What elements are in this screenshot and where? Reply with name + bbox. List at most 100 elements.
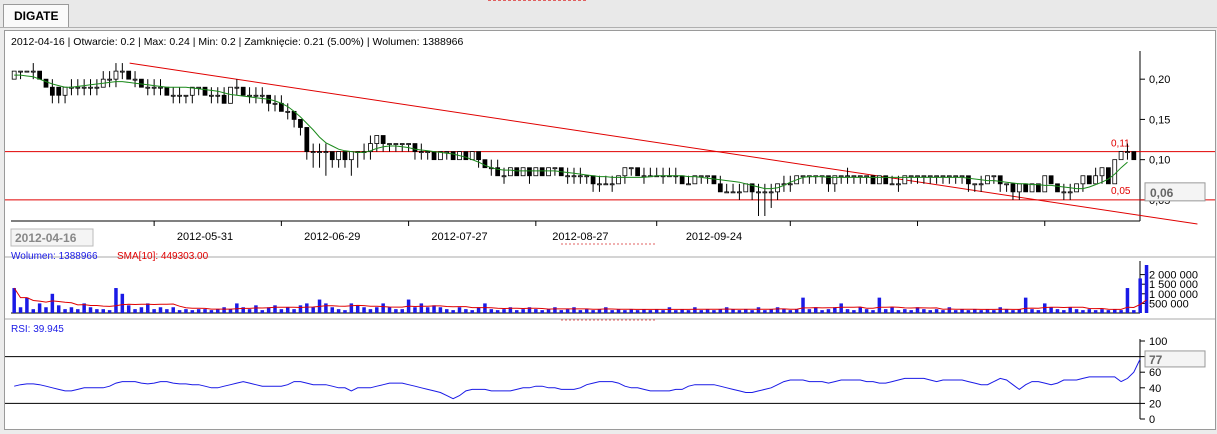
candle-body [768, 191, 774, 194]
volume-bar [813, 307, 818, 313]
volume-bar [680, 309, 684, 313]
last-value-box-text: 0,06 [1150, 186, 1174, 200]
chart-panel[interactable]: 2012-04-16 | Otwarcie: 0.2 | Max: 0.24 |… [4, 30, 1216, 430]
candle-body [997, 175, 1003, 185]
candle-body [1023, 183, 1029, 193]
volume-bar [661, 310, 665, 313]
candle-body [902, 175, 908, 185]
candle-body [177, 94, 182, 97]
candle-body [1093, 175, 1099, 185]
candle-body [1029, 183, 1035, 193]
candle-body [75, 86, 81, 89]
candle-body [571, 175, 577, 178]
x-date-label: 2012-06-29 [304, 231, 360, 243]
candle-body [800, 175, 806, 178]
candle-body [164, 86, 170, 96]
volume-bar [820, 310, 824, 313]
volume-bar [1017, 309, 1022, 313]
candle-body [876, 175, 882, 185]
volume-bar [883, 309, 888, 313]
volume-bar [1106, 310, 1111, 313]
candle-body [508, 167, 513, 177]
candle-body [1055, 183, 1060, 193]
last-value-box-bg [1144, 182, 1206, 202]
candle-body [81, 86, 87, 89]
volume-bar [82, 303, 86, 313]
chart-canvas[interactable]: 2012-04-16 | Otwarcie: 0.2 | Max: 0.24 |… [5, 31, 1215, 429]
volume-bar [1119, 310, 1123, 313]
volume-bar [476, 307, 481, 313]
volume-bar [203, 309, 207, 313]
volume-bar [998, 307, 1002, 313]
volume-bar [610, 310, 614, 313]
rsi-line [14, 358, 1141, 400]
candle-body [196, 86, 202, 89]
candle-body [953, 175, 959, 178]
candle-body [934, 175, 939, 178]
volume-y-tick-label: 1 000 000 [1149, 289, 1198, 301]
candle-body [628, 167, 634, 170]
candle-body [469, 151, 475, 161]
candle-body [896, 183, 901, 186]
candle-body [151, 86, 157, 89]
volume-bar [394, 309, 398, 313]
volume-bar [502, 309, 506, 313]
volume-pane[interactable]: Wolumen: 1388966 SMA[10]: 449303.00 2 000 … [5, 251, 1215, 321]
volume-sma-legend: SMA[10]: 449303.00 [117, 251, 209, 262]
x-date-label: 2012-09-24 [686, 231, 742, 243]
volume-bar [667, 307, 672, 313]
volume-bar [330, 307, 335, 313]
candle-body [463, 151, 469, 161]
volume-bar [349, 303, 354, 313]
volume-bar [521, 309, 525, 313]
candle-body [985, 175, 990, 185]
volume-bar [1138, 278, 1142, 313]
volume-bar [712, 310, 716, 313]
candle-body [399, 143, 405, 145]
candle-body [616, 175, 621, 185]
candle-body [698, 175, 704, 178]
rsi-y-tick-label: 100 [1149, 336, 1167, 348]
volume-bar [1100, 309, 1104, 313]
candle-body [438, 151, 443, 161]
candle-body [323, 151, 329, 154]
volume-bar [909, 310, 913, 313]
candle-body [622, 167, 628, 177]
volume-bar [438, 307, 443, 313]
candle-body [285, 110, 291, 113]
candle-body [329, 151, 335, 161]
candle-body [215, 94, 221, 97]
volume-bar [247, 309, 252, 313]
candle-body [597, 183, 602, 186]
candle-body [1036, 183, 1041, 193]
candle-body [762, 191, 768, 194]
candle-body [991, 175, 997, 178]
candle-body [705, 175, 710, 178]
volume-bar [629, 309, 634, 313]
volume-y-tick-label: 2 000 000 [1149, 270, 1198, 282]
candle-body [921, 175, 927, 178]
volume-bar [368, 309, 373, 313]
candle-body [756, 191, 761, 194]
candle-body [37, 70, 42, 80]
volume-bar [1062, 310, 1066, 313]
candle-body [724, 191, 730, 194]
candle-body [94, 86, 100, 89]
volume-bar [565, 309, 570, 313]
candle-body [539, 167, 545, 177]
volume-bar [578, 310, 583, 313]
price-pane[interactable]: 0,200,150,100,050,110,050,062-05-022012-… [5, 51, 1215, 247]
volume-bar [731, 309, 735, 313]
volume-bar [209, 310, 214, 313]
candle-body [908, 175, 914, 178]
tab-digate[interactable]: DIGATE [3, 4, 70, 27]
rsi-pane[interactable]: RSI: 39.94510080604020077 [5, 318, 1215, 426]
volume-bar [95, 309, 99, 313]
volume-bar [1030, 309, 1034, 313]
volume-bar [858, 307, 863, 313]
volume-bar [1081, 310, 1085, 313]
candle-body [520, 167, 526, 177]
volume-y-tick-label: 500 000 [1149, 298, 1189, 310]
candle-body [641, 175, 647, 178]
volume-bar [992, 310, 996, 313]
